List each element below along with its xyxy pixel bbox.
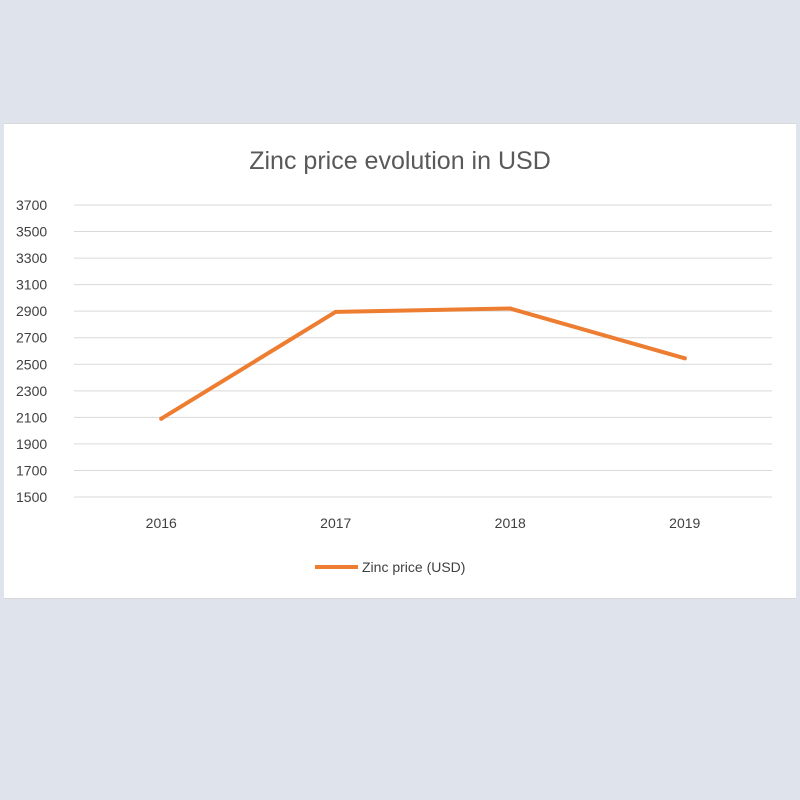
x-tick-label: 2017 bbox=[320, 515, 351, 531]
x-axis-tick-labels: 2016 2017 2018 2019 bbox=[146, 515, 701, 531]
y-tick-label: 3100 bbox=[16, 277, 47, 293]
data-point-2017 bbox=[333, 309, 338, 314]
legend: Zinc price (USD) bbox=[315, 559, 465, 575]
series-lines bbox=[159, 306, 687, 421]
y-tick-label: 3700 bbox=[16, 197, 47, 213]
y-tick-label: 2500 bbox=[16, 356, 47, 372]
y-tick-label: 2900 bbox=[16, 303, 47, 319]
chart-card: Zinc price evolution in USD 1500 1700 1900… bbox=[4, 123, 796, 599]
gridlines bbox=[74, 204, 772, 498]
y-tick-label: 1900 bbox=[16, 436, 47, 452]
x-tick-label: 2016 bbox=[146, 515, 177, 531]
data-point-2016 bbox=[159, 416, 164, 421]
y-tick-label: 2700 bbox=[16, 330, 47, 346]
y-tick-label: 2300 bbox=[16, 383, 47, 399]
zinc-price-line-chart: Zinc price evolution in USD 1500 1700 1900… bbox=[16, 147, 772, 575]
x-tick-label: 2019 bbox=[669, 515, 700, 531]
data-point-2018 bbox=[508, 306, 513, 311]
y-tick-label: 3500 bbox=[16, 224, 47, 240]
legend-label-zinc-price: Zinc price (USD) bbox=[362, 559, 465, 575]
y-tick-label: 2100 bbox=[16, 409, 47, 425]
y-tick-label: 1500 bbox=[16, 489, 47, 505]
data-point-2019 bbox=[682, 356, 687, 361]
series-line-zinc-price bbox=[159, 306, 687, 421]
x-tick-label: 2018 bbox=[495, 515, 526, 531]
y-tick-label: 3300 bbox=[16, 250, 47, 266]
y-axis-tick-labels: 1500 1700 1900 2100 2300 2500 2700 2900 3100 3300… bbox=[16, 197, 47, 505]
y-tick-label: 1700 bbox=[16, 462, 47, 478]
chart-title: Zinc price evolution in USD bbox=[249, 147, 551, 175]
